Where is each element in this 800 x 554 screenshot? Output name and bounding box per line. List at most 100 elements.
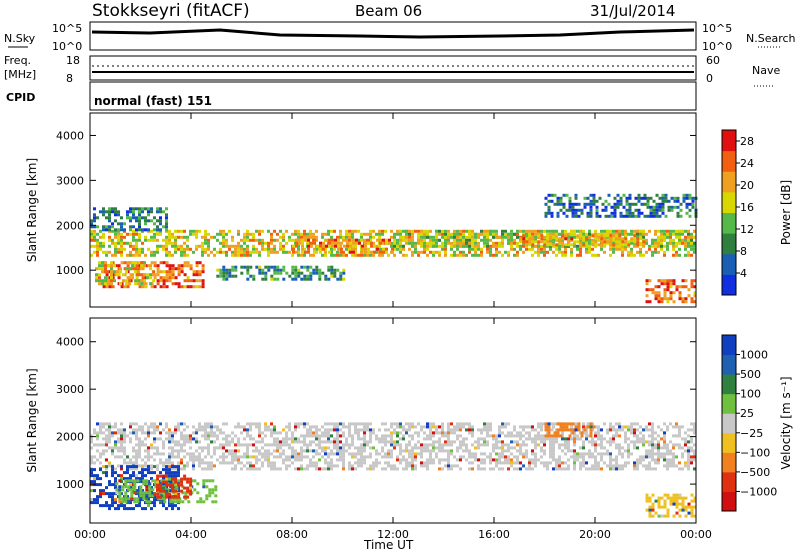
- data-cell-0: [672, 425, 675, 429]
- data-cell-1: [111, 471, 114, 475]
- data-cell-0: [165, 431, 168, 435]
- data-cell-0: [228, 244, 231, 248]
- data-cell-1: [108, 492, 111, 496]
- data-cell-0: [249, 253, 252, 257]
- data-cell-0: [525, 449, 528, 453]
- data-cell-0: [678, 461, 681, 465]
- data-cell-0: [186, 464, 189, 468]
- data-cell-3: [156, 480, 160, 484]
- data-cell-8: [669, 297, 673, 301]
- data-cell-0: [456, 238, 459, 242]
- data-cell-4: [562, 422, 566, 426]
- data-cell-6: [582, 235, 585, 239]
- data-cell-0: [588, 247, 591, 251]
- data-cell-0: [231, 238, 234, 242]
- data-cell-0: [201, 434, 204, 438]
- data-cell-0: [345, 235, 348, 239]
- data-cell-6: [669, 238, 672, 242]
- data-cell-4: [336, 277, 340, 281]
- data-cell-0: [108, 440, 111, 444]
- data-cell-3: [186, 477, 190, 481]
- data-cell-6: [597, 235, 600, 239]
- data-cell-4: [264, 271, 268, 275]
- data-cell-0: [483, 461, 486, 465]
- data-cell-0: [336, 250, 339, 254]
- data-cell-0: [117, 455, 120, 459]
- data-cell-0: [567, 440, 570, 444]
- data-cell-3: [149, 267, 153, 271]
- data-cell-3: [104, 282, 107, 286]
- data-cell-1: [96, 501, 99, 505]
- data-cell-0: [342, 458, 345, 462]
- data-cell-0: [138, 464, 141, 468]
- data-cell-0: [363, 458, 366, 462]
- data-cell-0: [501, 422, 504, 426]
- data-cell-0: [516, 455, 519, 459]
- data-cell-0: [345, 425, 348, 429]
- data-cell-0: [387, 434, 390, 438]
- data-cell-0: [228, 461, 231, 465]
- data-cell-0: [342, 464, 345, 468]
- data-cell-1: [162, 225, 165, 229]
- data-cell-0: [123, 446, 126, 450]
- data-cell-0: [465, 449, 468, 453]
- data-cell-1: [123, 222, 126, 226]
- data-cell-0: [309, 434, 312, 438]
- data-cell-0: [93, 428, 96, 432]
- data-cell-1: [129, 219, 132, 223]
- data-cell-0: [609, 247, 612, 251]
- data-cell-0: [144, 464, 147, 468]
- data-cell-0: [312, 461, 315, 465]
- data-cell-0: [153, 431, 156, 435]
- data-cell-0: [537, 422, 540, 426]
- data-cell-0: [672, 464, 675, 468]
- data-cell-0: [111, 452, 114, 456]
- data-cell-0: [246, 467, 249, 471]
- data-cell-0: [408, 422, 411, 426]
- data-cell-0: [354, 229, 357, 233]
- data-cell-0: [144, 238, 147, 242]
- data-cell-0: [336, 446, 339, 450]
- data-cell-0: [384, 455, 387, 459]
- data-cell-1: [111, 222, 114, 226]
- data-cell-0: [426, 467, 429, 471]
- data-cell-0: [102, 431, 105, 435]
- data-cell-0: [246, 428, 249, 432]
- data-cell-0: [99, 443, 102, 447]
- data-cell-7: [525, 237, 529, 241]
- data-cell-0: [657, 434, 660, 438]
- data-cell-0: [177, 425, 180, 429]
- data-cell-2: [168, 264, 172, 268]
- data-cell-4: [288, 274, 292, 278]
- data-cell-0: [579, 461, 582, 465]
- data-cell-1: [159, 216, 162, 220]
- data-cell-9: [616, 199, 620, 203]
- data-cell-0: [114, 455, 117, 459]
- data-cell-2: [172, 497, 176, 501]
- data-cell-0: [264, 247, 267, 251]
- data-cell-5: [675, 505, 679, 509]
- data-cell-9: [544, 202, 548, 206]
- data-cell-0: [174, 425, 177, 429]
- data-cell-0: [111, 241, 114, 245]
- data-cell-0: [183, 253, 186, 257]
- data-cell-0: [129, 253, 132, 257]
- data-cell-7: [561, 234, 565, 238]
- data-cell-8: [681, 279, 685, 283]
- data-cell-0: [153, 425, 156, 429]
- data-cell-0: [444, 449, 447, 453]
- data-cell-4: [553, 434, 557, 438]
- data-cell-6: [420, 244, 423, 248]
- data-cell-1: [129, 486, 132, 490]
- data-cell-0: [159, 431, 162, 435]
- data-cell-0: [621, 446, 624, 450]
- data-cell-5: [370, 250, 373, 254]
- data-cell-5: [301, 247, 304, 251]
- data-cell-2: [145, 488, 149, 492]
- data-cell-0: [207, 437, 210, 441]
- data-cell-6: [429, 235, 432, 239]
- data-cell-0: [528, 434, 531, 438]
- data-cell-0: [564, 437, 567, 441]
- data-cell-0: [180, 449, 183, 453]
- data-cell-0: [444, 434, 447, 438]
